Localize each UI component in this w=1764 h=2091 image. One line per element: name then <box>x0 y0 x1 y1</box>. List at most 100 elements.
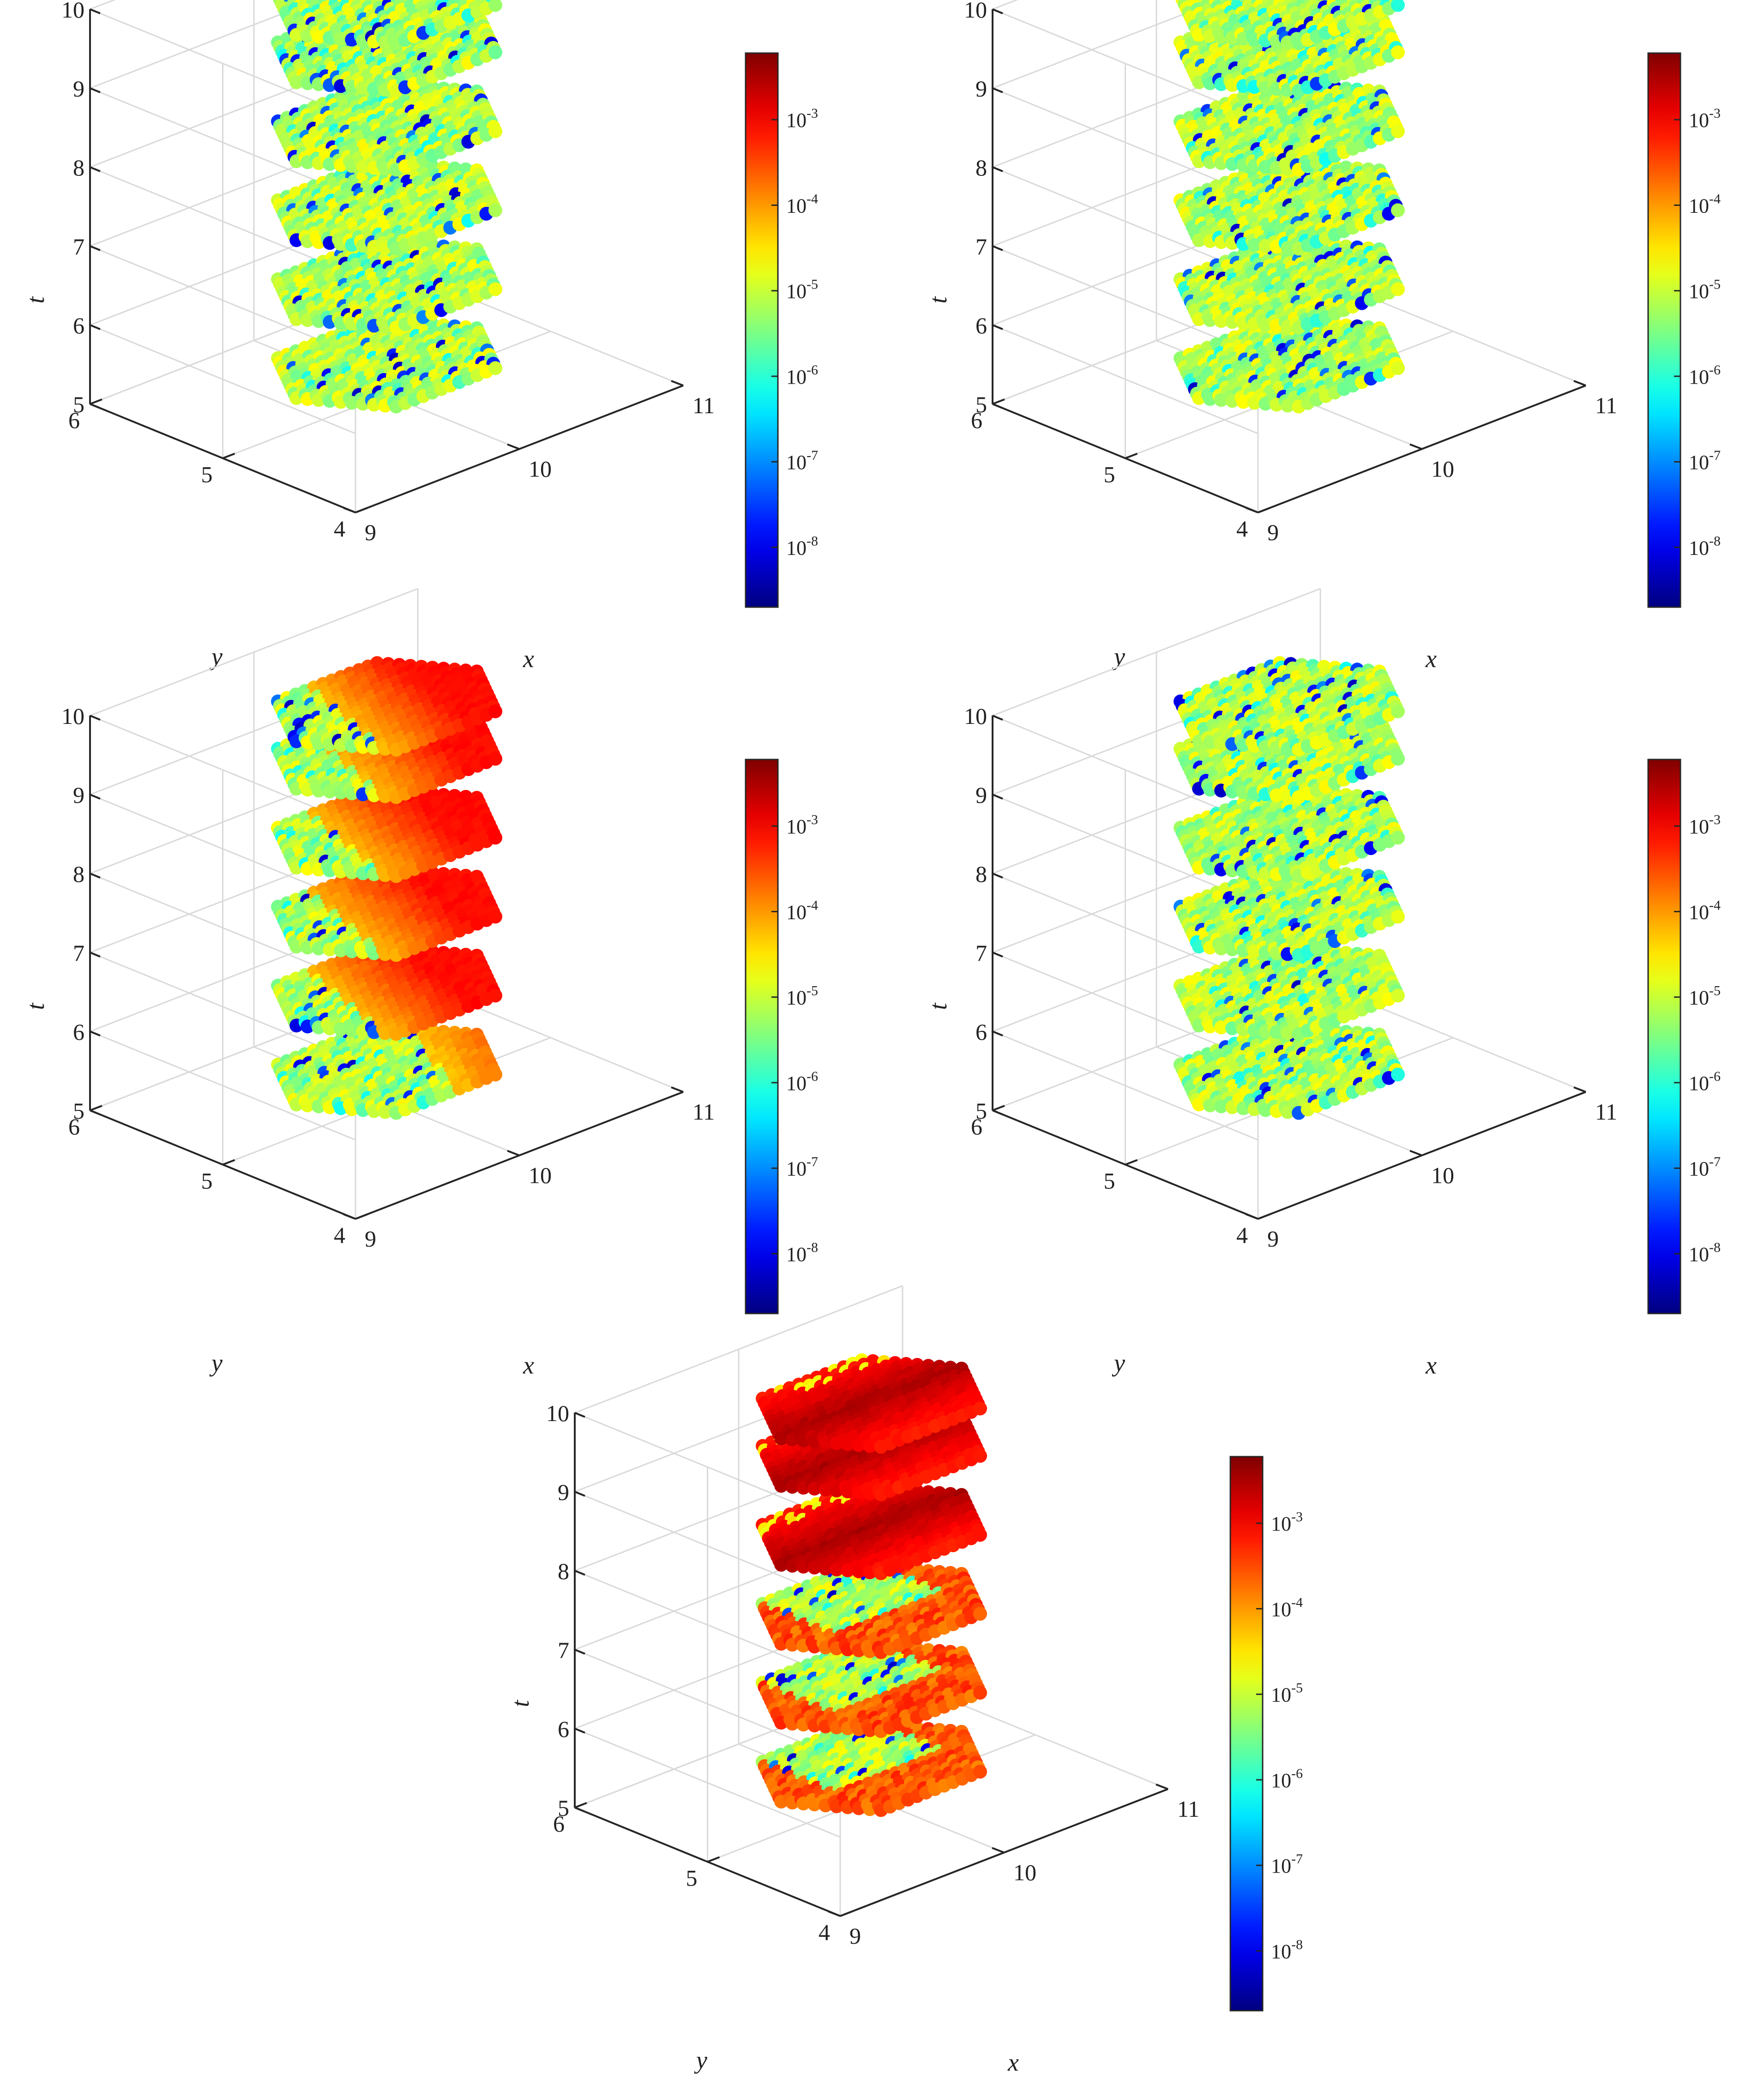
colorbar-tick-label: 10-6 <box>1689 362 1721 388</box>
x-tick <box>507 1150 520 1157</box>
t-tick-label: 7 <box>975 234 987 259</box>
colorbar-tick-label: 10-4 <box>1689 191 1721 217</box>
colorbar-tick-base: 10 <box>786 194 807 217</box>
data-point <box>1391 203 1405 217</box>
colorbar-tick-label: 10-6 <box>786 362 818 388</box>
t-tick-label: 5 <box>73 392 84 417</box>
colorbar-tick-label: 10-8 <box>786 1240 818 1266</box>
colorbar-tick-exponent: -5 <box>1709 277 1721 292</box>
t-tick <box>90 403 101 409</box>
slice-10 <box>273 0 502 50</box>
t-axis-label: t <box>924 296 952 304</box>
t-tick <box>90 715 101 721</box>
colorbar-tick-exponent: -3 <box>807 812 818 827</box>
y-axis-label: y <box>209 1349 223 1377</box>
t-tick <box>90 324 101 330</box>
x-tick <box>343 507 356 513</box>
colorbar <box>1647 52 1681 608</box>
colorbar-tick-base: 10 <box>1689 366 1709 388</box>
colorbar-tick-base: 10 <box>786 815 807 838</box>
colorbar-tick-label: 10-3 <box>786 812 818 838</box>
data-point <box>488 282 502 296</box>
y-tick-label: 4 <box>1236 516 1248 542</box>
x-tick-label: 10 <box>1431 456 1454 482</box>
t-tick <box>90 1030 101 1036</box>
t-tick-label: 8 <box>73 155 84 181</box>
x-axis-label: x <box>523 1351 534 1379</box>
colorbar-tick-exponent: -7 <box>1709 448 1721 463</box>
colorbar-tick-exponent: -8 <box>1709 534 1721 549</box>
colorbar-tick-exponent: -4 <box>807 191 818 206</box>
x-tick-label: 11 <box>692 392 715 418</box>
colorbar-tick-base: 10 <box>1689 537 1709 560</box>
x-tick <box>507 443 520 450</box>
data-point <box>488 124 502 139</box>
t-tick-label: 6 <box>73 1019 84 1045</box>
colorbar-tick-exponent: -8 <box>807 534 818 549</box>
colorbar-tick-label: 10-7 <box>786 1154 818 1180</box>
data-point <box>488 203 502 217</box>
data-point <box>1391 282 1405 296</box>
t-tick-label: 9 <box>975 76 987 102</box>
colorbar-tick-label: 10-3 <box>786 106 818 132</box>
x-tick-label: 11 <box>1595 392 1617 418</box>
t-tick-label: 10 <box>61 703 84 729</box>
x-tick-label: 9 <box>1267 519 1279 545</box>
colorbar-tick-label: 10-8 <box>1689 534 1721 560</box>
x-tick-label: 9 <box>365 519 376 545</box>
colorbar-tick-base: 10 <box>786 280 807 303</box>
x-tick <box>1573 380 1586 386</box>
t-tick <box>90 1109 101 1115</box>
colorbar <box>745 52 779 608</box>
colorbar-tick-base: 10 <box>786 1072 807 1095</box>
t-tick <box>90 8 101 14</box>
colorbar-tick-label: 10-6 <box>786 1069 818 1095</box>
colorbar-tick-base: 10 <box>786 1243 807 1266</box>
colorbar-tick-base: 10 <box>786 109 807 132</box>
x-tick <box>671 380 684 386</box>
slice-5.4 <box>271 313 502 414</box>
t-tick <box>992 245 1003 251</box>
colorbar-tick-exponent: -3 <box>807 106 818 121</box>
data-point <box>488 45 502 60</box>
colorbar-tick-label: 10-4 <box>786 191 818 217</box>
t-axis-label: t <box>22 296 49 304</box>
t-tick-label: 9 <box>73 76 84 102</box>
y-tick-label: 6 <box>68 1114 80 1139</box>
colorbar-tick-exponent: -6 <box>807 362 818 378</box>
y-tick-label: 6 <box>68 407 80 433</box>
colorbar-tick-exponent: -5 <box>807 983 818 999</box>
t-tick <box>90 245 101 251</box>
colorbar-tick-exponent: -6 <box>1709 362 1721 378</box>
colorbar-tick-base: 10 <box>786 451 807 474</box>
colorbar-tick-exponent: -6 <box>807 1069 818 1084</box>
t-tick <box>90 952 101 958</box>
data-point <box>488 910 502 924</box>
colorbar <box>745 759 779 1314</box>
t-axis-label: t <box>22 1002 49 1010</box>
t-tick-label: 6 <box>975 313 987 338</box>
colorbar-tick-exponent: -4 <box>1709 191 1721 206</box>
y-tick-label: 5 <box>1104 462 1115 488</box>
colorbar-tick-base: 10 <box>786 901 807 923</box>
t-tick <box>90 794 101 800</box>
t-tick-label: 10 <box>964 0 987 23</box>
y-tick <box>222 452 235 459</box>
y-tick <box>355 507 368 513</box>
colorbar-tick-base: 10 <box>1689 194 1709 217</box>
x-tick <box>1246 507 1258 513</box>
chart-panel-c: Case C567891045691011tyx10-310-410-510-6… <box>22 588 818 1379</box>
x-tick <box>1409 443 1422 450</box>
colorbar-tick-label: 10-5 <box>786 983 818 1009</box>
t-tick <box>90 166 101 172</box>
t-tick-label: 8 <box>975 155 987 181</box>
colorbar-tick-base: 10 <box>786 1157 807 1180</box>
colorbar-tick-exponent: -7 <box>807 1154 818 1169</box>
data-point <box>488 1067 502 1082</box>
y-tick-label: 4 <box>334 1222 345 1248</box>
x-axis-label: x <box>1425 645 1437 673</box>
y-tick <box>1258 507 1270 513</box>
y-tick <box>355 1213 368 1220</box>
colorbar-tick-label: 10-7 <box>786 448 818 474</box>
